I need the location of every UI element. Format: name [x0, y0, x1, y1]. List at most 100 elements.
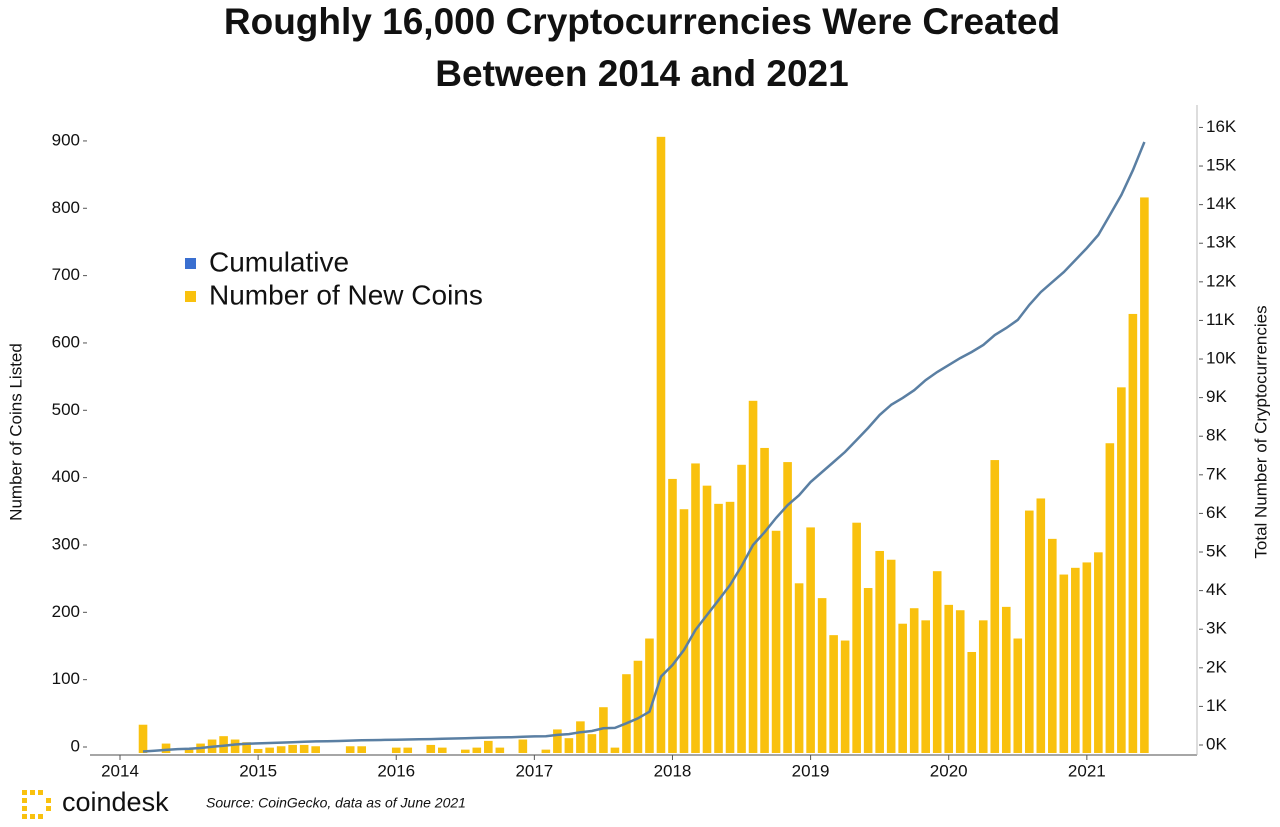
bar	[944, 604, 954, 753]
y2-tick-label: 3K	[1206, 619, 1227, 638]
bar	[472, 747, 482, 753]
bar	[345, 746, 355, 753]
bar	[622, 674, 631, 753]
y2-tick-label: 16K	[1206, 117, 1237, 136]
bar	[1117, 387, 1126, 753]
cumulative-line	[142, 141, 1146, 753]
bar	[587, 734, 597, 753]
bar	[599, 707, 608, 753]
y2-tick-label: 0K	[1206, 734, 1227, 753]
y2-tick-label: 10K	[1206, 349, 1237, 368]
y2-tick-label: 13K	[1206, 233, 1237, 252]
y2-axis-label: Total Number of Cryptocurrencies	[1251, 305, 1270, 558]
y-tick-label: 100	[52, 669, 80, 688]
bar	[806, 527, 815, 753]
bar	[1059, 574, 1069, 753]
bar	[518, 739, 528, 753]
bar	[265, 747, 274, 753]
bar	[645, 638, 654, 753]
y-tick-label: 800	[52, 198, 80, 217]
bar	[679, 509, 689, 753]
bar	[1001, 606, 1011, 753]
y2-tick-label: 14K	[1206, 194, 1237, 213]
y-tick-label: 900	[52, 130, 80, 149]
bar	[1036, 498, 1046, 753]
bar	[875, 550, 884, 753]
bar	[311, 746, 320, 753]
bar	[863, 588, 873, 753]
legend-marker	[185, 291, 196, 302]
y2-tick-label: 11K	[1206, 310, 1236, 329]
x-tick-label: 2021	[1068, 761, 1106, 780]
bar	[576, 721, 585, 753]
bar	[553, 729, 562, 753]
bar	[886, 559, 896, 753]
logo-icon	[22, 790, 51, 819]
bar	[230, 739, 240, 753]
x-tick-label: 2015	[239, 761, 277, 780]
bar	[691, 463, 700, 753]
y2-tick-label: 7K	[1206, 464, 1227, 483]
bar	[1105, 443, 1115, 753]
source-note: Source: CoinGecko, data as of June 2021	[206, 795, 466, 811]
bar	[633, 660, 643, 753]
bar	[299, 744, 309, 753]
bar	[794, 583, 804, 753]
y2-tick-label: 15K	[1206, 156, 1237, 175]
y2-tick-label: 6K	[1206, 503, 1227, 522]
chart-title: Roughly 16,000 Cryptocurrencies Were Cre…	[224, 1, 1060, 42]
bar	[541, 749, 551, 753]
bar	[921, 620, 930, 753]
bar	[725, 501, 735, 753]
brand: coindesk	[62, 787, 169, 817]
bar	[288, 744, 297, 753]
chart-title: Between 2014 and 2021	[435, 53, 848, 94]
legend-marker	[185, 258, 196, 269]
legend-label: Number of New Coins	[209, 279, 483, 310]
bar	[437, 747, 447, 753]
bar	[737, 464, 746, 753]
bar	[161, 743, 171, 753]
bar	[242, 742, 251, 753]
bar	[898, 623, 907, 753]
x-tick-label: 2014	[101, 761, 139, 780]
bar	[1082, 562, 1092, 753]
bar	[909, 608, 919, 753]
y-tick-label: 400	[52, 467, 80, 486]
bar	[955, 610, 965, 753]
x-tick-label: 2018	[654, 761, 692, 780]
bar	[1048, 538, 1057, 753]
bar	[564, 738, 574, 753]
bar	[184, 748, 194, 753]
bar	[1094, 552, 1103, 753]
bar	[1013, 638, 1023, 753]
bar	[714, 503, 723, 753]
bar	[932, 571, 942, 753]
x-tick-label: 2017	[515, 761, 553, 780]
y2-tick-label: 4K	[1206, 580, 1227, 599]
bar	[990, 460, 1000, 753]
bar	[391, 747, 401, 753]
bar	[852, 522, 861, 753]
y2-tick-label: 9K	[1206, 387, 1227, 406]
bar	[783, 462, 792, 753]
y2-tick-label: 12K	[1206, 271, 1237, 290]
bar	[748, 400, 758, 753]
y-tick-label: 600	[52, 332, 80, 351]
bar	[656, 136, 666, 754]
bar	[978, 620, 988, 753]
bar	[760, 447, 769, 753]
y2-tick-label: 2K	[1206, 657, 1227, 676]
y2-tick-label: 5K	[1206, 541, 1227, 560]
bar	[357, 746, 367, 753]
bar	[426, 744, 436, 753]
bar	[668, 478, 677, 753]
x-tick-label: 2016	[377, 761, 415, 780]
y-tick-label: 0	[71, 736, 80, 755]
y2-tick-label: 8K	[1206, 426, 1227, 445]
bar	[495, 747, 505, 753]
bar	[461, 749, 470, 753]
bar	[253, 748, 263, 753]
bar	[817, 598, 827, 753]
